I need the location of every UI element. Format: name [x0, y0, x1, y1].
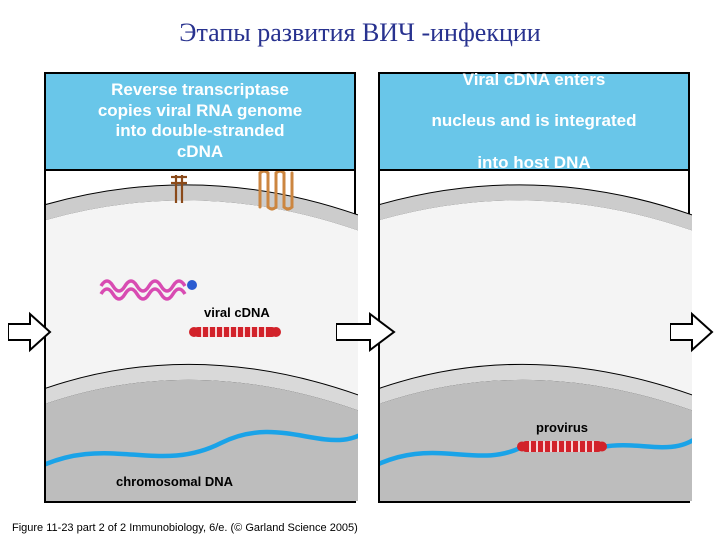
viral-cdna-shape	[189, 327, 281, 337]
panel-integration: Viral cDNA enters nucleus and is integra…	[378, 72, 690, 503]
provirus-shape	[517, 441, 607, 452]
figure: Reverse transcriptase copies viral RNA g…	[14, 72, 704, 502]
label-viral-cdna: viral cDNA	[204, 305, 270, 320]
panel-reverse-transcriptase: Reverse transcriptase copies viral RNA g…	[44, 72, 356, 503]
label-chromosomal-dna: chromosomal DNA	[116, 474, 233, 489]
cell-diagram-left	[46, 171, 358, 501]
arrow-exit-right	[670, 310, 714, 354]
page-title: Этапы развития ВИЧ -инфекции	[0, 0, 720, 54]
hdr-left-l3: into double-stranded	[115, 121, 284, 140]
figure-caption: Figure 11-23 part 2 of 2 Immunobiology, …	[12, 522, 358, 534]
hdr-right-l1: Viral cDNA enters	[390, 70, 678, 91]
hdr-right-l2: nucleus and is integrated	[390, 111, 678, 132]
panel-body-right: provirus	[380, 171, 692, 501]
panel-header-right: Viral cDNA enters nucleus and is integra…	[380, 74, 688, 171]
hdr-left-l2: copies viral RNA genome	[98, 101, 302, 120]
arrow-enter-left	[8, 310, 52, 354]
cell-diagram-right	[380, 171, 692, 501]
arrow-between	[336, 310, 396, 354]
label-provirus: provirus	[536, 420, 588, 435]
page-title-text: Этапы развития ВИЧ -инфекции	[179, 18, 540, 47]
hdr-left-l1: Reverse transcriptase	[111, 80, 289, 99]
panel-header-left: Reverse transcriptase copies viral RNA g…	[46, 74, 354, 171]
hdr-left-l4: cDNA	[177, 142, 223, 161]
panel-body-left: viral cDNA chromosomal DNA	[46, 171, 358, 501]
